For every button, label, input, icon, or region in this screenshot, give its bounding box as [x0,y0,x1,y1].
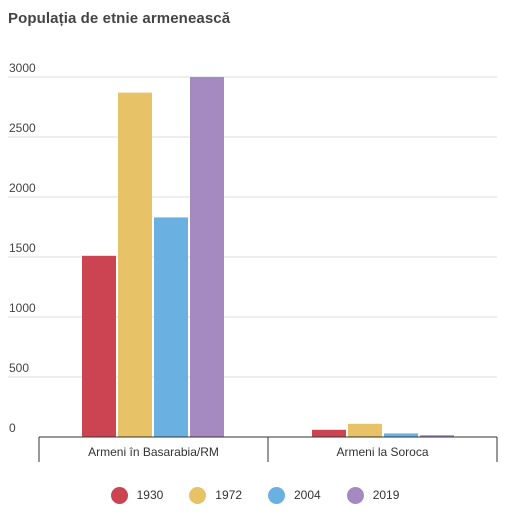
legend-item-2004[interactable]: 2004 [268,486,321,504]
legend-swatch [110,486,128,504]
category-label: Armeni în Basarabia/RM [88,445,219,459]
bar-2019-2 [420,435,454,437]
y-tick-label: 2000 [9,181,36,195]
y-tick-label: 2500 [9,121,36,135]
legend-item-1972[interactable]: 1972 [189,486,242,504]
legend-swatch [189,486,207,504]
legend-swatch [346,486,364,504]
legend-item-1930[interactable]: 1930 [110,486,164,504]
legend-label: 2019 [372,488,400,502]
y-tick-label: 1500 [9,241,36,255]
y-tick-label: 1000 [9,301,36,315]
bar-1930-2 [312,429,346,437]
category-label: Armeni la Soroca [336,445,428,459]
bar-1972-2 [348,423,382,437]
bar-1930-1 [82,255,116,437]
y-axis-ticks: 0 500 1000 1500 2000 2500 3000 [9,61,36,435]
bar-1972-1 [118,92,152,437]
legend-item-2019[interactable]: 2019 [346,486,400,504]
legend-label: 1930 [136,488,164,502]
y-tick-label: 500 [9,361,29,375]
bar-2004-1 [154,217,188,437]
y-tick-label: 0 [9,421,16,435]
legend-swatch [268,486,285,504]
bars [82,77,454,437]
legend-label: 1972 [215,488,242,502]
chart-title: Populația de etnie armenească [8,10,231,27]
legend: 1930 1972 2004 2019 [0,484,510,506]
grid-lines [8,76,497,378]
x-axis [38,436,498,462]
bar-2019-1 [190,77,224,437]
x-axis-categories: Armeni în Basarabia/RM Armeni la Soroca [88,445,429,459]
legend-label: 2004 [294,488,321,502]
y-tick-label: 3000 [9,61,36,75]
bar-2004-2 [384,433,418,437]
